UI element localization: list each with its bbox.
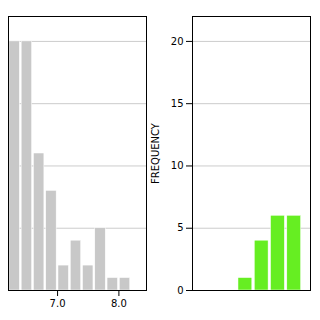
svg-text:5: 5 bbox=[177, 222, 183, 233]
svg-text:10: 10 bbox=[171, 160, 184, 171]
svg-text:8.0: 8.0 bbox=[111, 298, 127, 309]
svg-text:15: 15 bbox=[171, 98, 184, 109]
svg-text:0: 0 bbox=[177, 285, 183, 296]
svg-text:7.0: 7.0 bbox=[50, 298, 66, 309]
svg-text:20: 20 bbox=[171, 36, 184, 47]
svg-text:FREQUENCY: FREQUENCY bbox=[150, 122, 161, 184]
